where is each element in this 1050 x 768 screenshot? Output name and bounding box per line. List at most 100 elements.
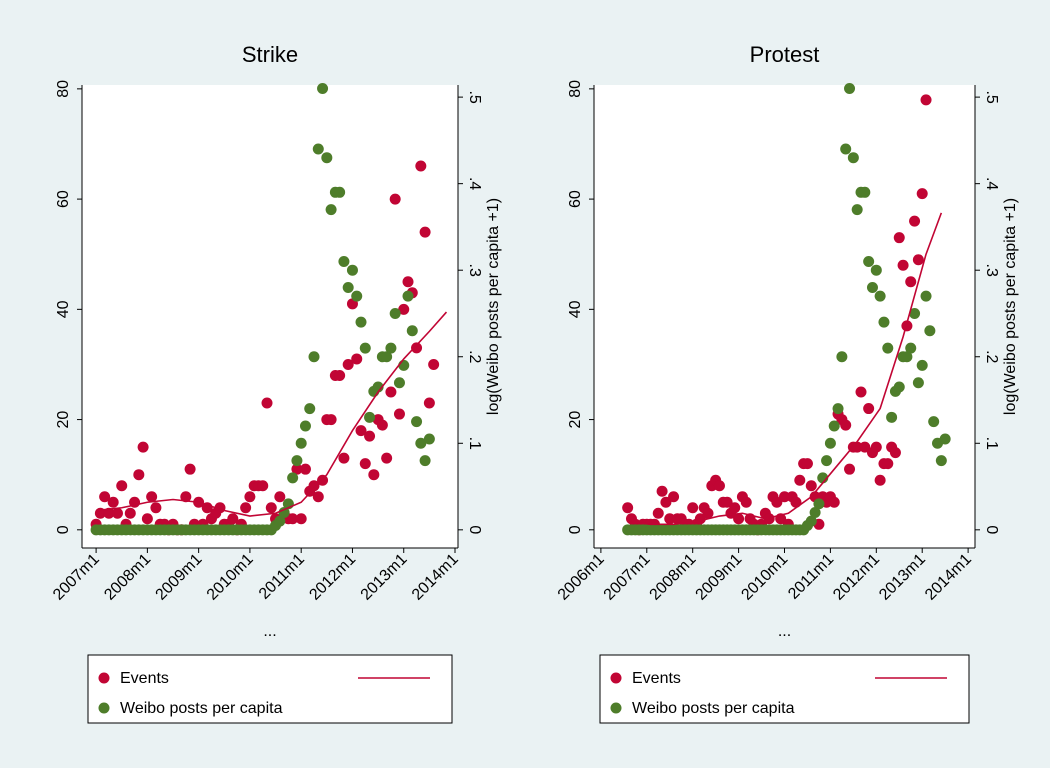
x-axis-label: ... [778,623,791,640]
data-point [364,430,376,442]
data-point [863,403,875,415]
legend-label: Events [120,670,169,687]
data-point [668,491,680,503]
data-point [364,411,376,423]
data-point [359,458,371,470]
data-point [813,498,825,510]
data-point [355,425,367,437]
data-point [851,204,863,216]
y-tick-label: 80 [55,80,72,98]
data-point [312,491,324,503]
data-point [794,474,806,486]
y2-tick-label: .4 [983,177,1000,190]
y2-tick-label: .4 [466,177,483,190]
data-point [889,447,901,459]
legend-box [87,654,453,724]
data-point [687,502,699,514]
y2-tick-label: .3 [983,264,1000,277]
data-point [317,82,329,94]
y2-tick-label: .5 [466,90,483,103]
data-point [916,188,928,200]
data-point [920,94,932,106]
data-point [702,507,714,519]
data-point [828,420,840,432]
data-point [351,290,363,302]
data-point [346,264,358,276]
data-point [801,458,813,470]
data-point [368,469,380,481]
data-point [828,496,840,508]
y2-tick-label: .5 [983,90,1000,103]
data-point [355,316,367,328]
data-point [376,419,388,431]
data-point [821,455,833,467]
data-point [227,513,239,525]
legend-label: Events [632,670,681,687]
data-point [334,186,346,198]
data-point [406,325,418,337]
data-point [150,502,162,514]
data-point [415,437,427,449]
y2-tick-label: .1 [466,437,483,450]
data-point [278,507,290,519]
y2-tick-label: 0 [466,525,483,534]
data-point [103,507,115,519]
data-point [295,437,307,449]
data-point [939,433,951,445]
fit-line [96,311,448,517]
data-point [652,507,664,519]
data-point [389,307,401,319]
data-point [265,502,277,514]
data-point [411,416,423,428]
data-point [893,381,905,393]
data-point [840,419,852,431]
data-point [133,469,145,481]
data-point [287,513,299,525]
legend-label: Weibo posts per capita [632,700,795,717]
data-point [664,513,676,525]
data-point [141,513,153,525]
data-point [415,160,427,172]
panel-title: Strike [242,42,298,67]
data-point [274,491,286,503]
data-point [137,441,149,453]
data-point [924,325,936,337]
data-point [909,307,921,319]
y2-tick-label: .2 [983,350,1000,363]
data-point [912,377,924,389]
y-tick-label: 40 [567,300,584,318]
panel-title: Protest [750,42,820,67]
data-point [824,437,836,449]
y2-tick-label: .1 [983,437,1000,450]
data-point [428,358,440,370]
legend-box [599,654,970,724]
data-point [859,186,871,198]
data-point [779,491,790,503]
data-point [99,491,111,503]
data-point [201,502,213,514]
data-point [308,480,320,492]
data-point [832,403,844,415]
y-tick-label: 20 [567,411,584,429]
data-point [338,452,350,464]
data-point [790,496,802,508]
data-point [855,386,867,398]
data-point [385,386,397,398]
data-point [385,342,397,354]
data-point [299,463,311,475]
data-point [905,276,917,288]
data-point [928,416,940,428]
data-point [240,502,252,514]
data-point [321,152,333,164]
data-point [372,381,384,393]
data-point [859,441,871,453]
y-tick-label: 60 [55,190,72,208]
data-point [882,342,894,354]
data-point [304,403,316,415]
data-point [423,433,435,445]
data-point [402,290,414,302]
y-tick-label: 0 [567,525,584,534]
data-point [398,303,410,315]
data-point [901,351,913,363]
data-point [291,455,303,467]
